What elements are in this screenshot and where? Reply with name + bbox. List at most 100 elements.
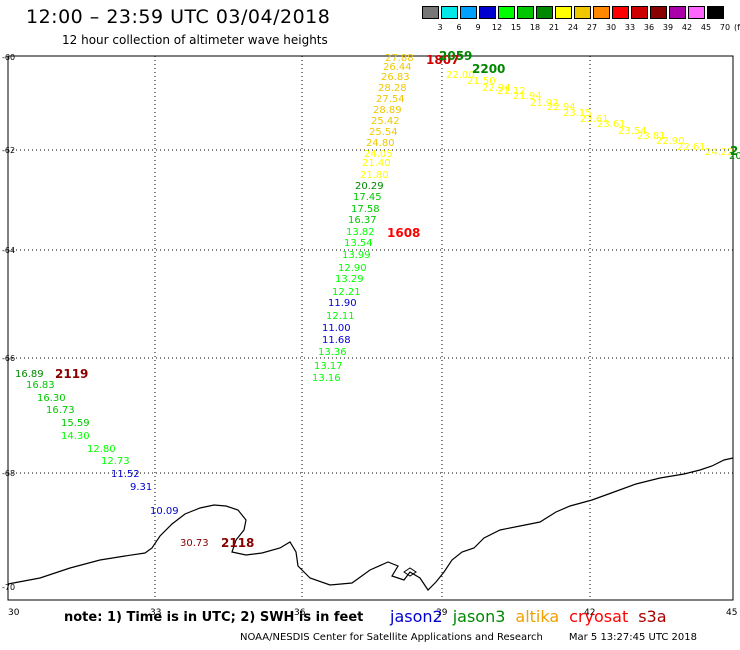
wave-height-value: 16.89 — [15, 369, 44, 380]
wave-height-value: 22.94 — [547, 102, 576, 113]
legend-swatch — [536, 6, 553, 19]
wave-height-value: 16.37 — [348, 215, 377, 226]
satellite-name: s3a — [638, 607, 667, 626]
axis-labels: 30 33 36 39 42 45 -60 -62 -64 -66 -68 -70 — [2, 53, 737, 618]
legend-label: 15 — [510, 23, 522, 32]
longitude-label: 30 — [8, 608, 20, 618]
legend-swatch — [612, 6, 629, 19]
legend-label: 45 — [700, 23, 712, 32]
wave-height-value: 17.45 — [353, 192, 382, 203]
wave-height-value: 12.90 — [338, 263, 367, 274]
pass-time-label: 2118 — [221, 536, 254, 550]
latitude-label: -64 — [2, 246, 15, 255]
wave-height-value: 22.94 — [482, 83, 511, 94]
legend-swatch — [498, 6, 515, 19]
wave-height-value: 21.50 — [467, 76, 496, 87]
graticule — [8, 56, 733, 600]
satellite-name: jason2 — [390, 607, 443, 626]
legend-label: 42 — [681, 23, 693, 32]
pass-time-label: 1807 — [426, 53, 459, 67]
wave-height-value: 24.22 — [705, 147, 734, 158]
wave-height-value: 13.36 — [318, 347, 347, 358]
legend-swatch — [669, 6, 686, 19]
legend-label: 3 — [437, 23, 443, 32]
wave-height-value: 23.15 — [563, 108, 592, 119]
wave-height-value: 11.90 — [328, 298, 357, 309]
legend-swatch — [574, 6, 591, 19]
legend-swatch — [707, 6, 724, 19]
wave-height-value: 16.30 — [37, 393, 66, 404]
wave-height-value: 12.11 — [326, 311, 355, 322]
wave-height-value: 23.81 — [637, 131, 666, 142]
pass-time-label: 2 — [730, 144, 738, 158]
footer: NOAA/NESDIS Center for Satellite Applica… — [240, 632, 697, 643]
wave-height-value: 15.59 — [61, 418, 90, 429]
pass-time-label: 2059 — [439, 49, 472, 63]
legend-label: 12 — [491, 23, 503, 32]
wave-height-value: 24.05 — [364, 149, 393, 160]
latitude-label: -60 — [2, 53, 15, 62]
legend-unit: (ft) — [734, 23, 740, 32]
legend-label: 30 — [605, 23, 617, 32]
wave-height-value: 30.73 — [180, 538, 209, 549]
antarctic-coastline — [7, 457, 734, 591]
wave-height-value: 22.90 — [656, 136, 685, 147]
legend-swatch — [650, 6, 667, 19]
longitude-label: 33 — [150, 608, 161, 618]
legend-label: 36 — [643, 23, 655, 32]
wave-height-value: 12.21 — [332, 287, 361, 298]
legend-swatch — [441, 6, 458, 19]
legend-label: 6 — [456, 23, 462, 32]
wave-height-value: 26.83 — [381, 72, 410, 83]
satellite-name: jason3 — [452, 607, 506, 626]
longitude-label: 45 — [726, 608, 737, 618]
pass-time-label: 1608 — [387, 226, 420, 240]
legend-swatch — [631, 6, 648, 19]
wave-height-value: 28.28 — [378, 83, 407, 94]
legend-label: 39 — [662, 23, 674, 32]
wave-height-value: 13.54 — [344, 238, 373, 249]
footer-timestamp: Mar 5 13:27:45 UTC 2018 — [568, 632, 697, 643]
wave-height-value: 27.88 — [385, 53, 414, 64]
legend-label: 18 — [529, 23, 541, 32]
wave-height-value: 9.31 — [130, 482, 152, 493]
latitude-label: -62 — [2, 146, 15, 155]
latitude-label: -70 — [2, 583, 15, 592]
wave-height-value: 11.52 — [111, 469, 140, 480]
legend-label: 33 — [624, 23, 636, 32]
wave-height-value: 23.54 — [618, 126, 647, 137]
wave-height-value: 12.80 — [87, 444, 116, 455]
pass-time-label: 2119 — [55, 367, 88, 381]
legend-swatch — [593, 6, 610, 19]
wave-height-value: 17.58 — [351, 204, 380, 215]
wave-height-value: 16.73 — [46, 405, 75, 416]
wave-height-value: 28.89 — [373, 105, 402, 116]
wave-height-value: 20.29 — [355, 181, 384, 192]
wave-height-value: 25.42 — [371, 116, 400, 127]
legend-swatch — [460, 6, 477, 19]
pass-time-label: 2200 — [472, 62, 505, 76]
longitude-label: 39 — [436, 608, 448, 618]
legend-swatch — [422, 6, 439, 19]
longitude-label: 36 — [294, 608, 306, 618]
legend-swatch — [555, 6, 572, 19]
wave-height-value: 14.30 — [61, 431, 90, 442]
wave-height-value: 13.29 — [335, 274, 364, 285]
wave-height-value: 21.92 — [530, 98, 559, 109]
legend-swatch — [688, 6, 705, 19]
wave-height-value: 20 — [729, 151, 740, 162]
wave-height-value: 22.00 — [446, 70, 475, 81]
coast-island — [403, 567, 417, 577]
footer-org: NOAA/NESDIS Center for Satellite Applica… — [240, 632, 543, 643]
wave-height-value: 21.40 — [362, 158, 391, 169]
legend-label: 24 — [567, 23, 579, 32]
wave-height-value: 16.83 — [26, 380, 55, 391]
wave-height-value: 12.73 — [101, 456, 130, 467]
wave-height-value: 23.61 — [580, 114, 609, 125]
satellite-legend: jason2 jason3 altika cryosat s3a — [390, 607, 677, 626]
wave-height-value: 26.44 — [383, 62, 412, 73]
legend-swatch — [517, 6, 534, 19]
